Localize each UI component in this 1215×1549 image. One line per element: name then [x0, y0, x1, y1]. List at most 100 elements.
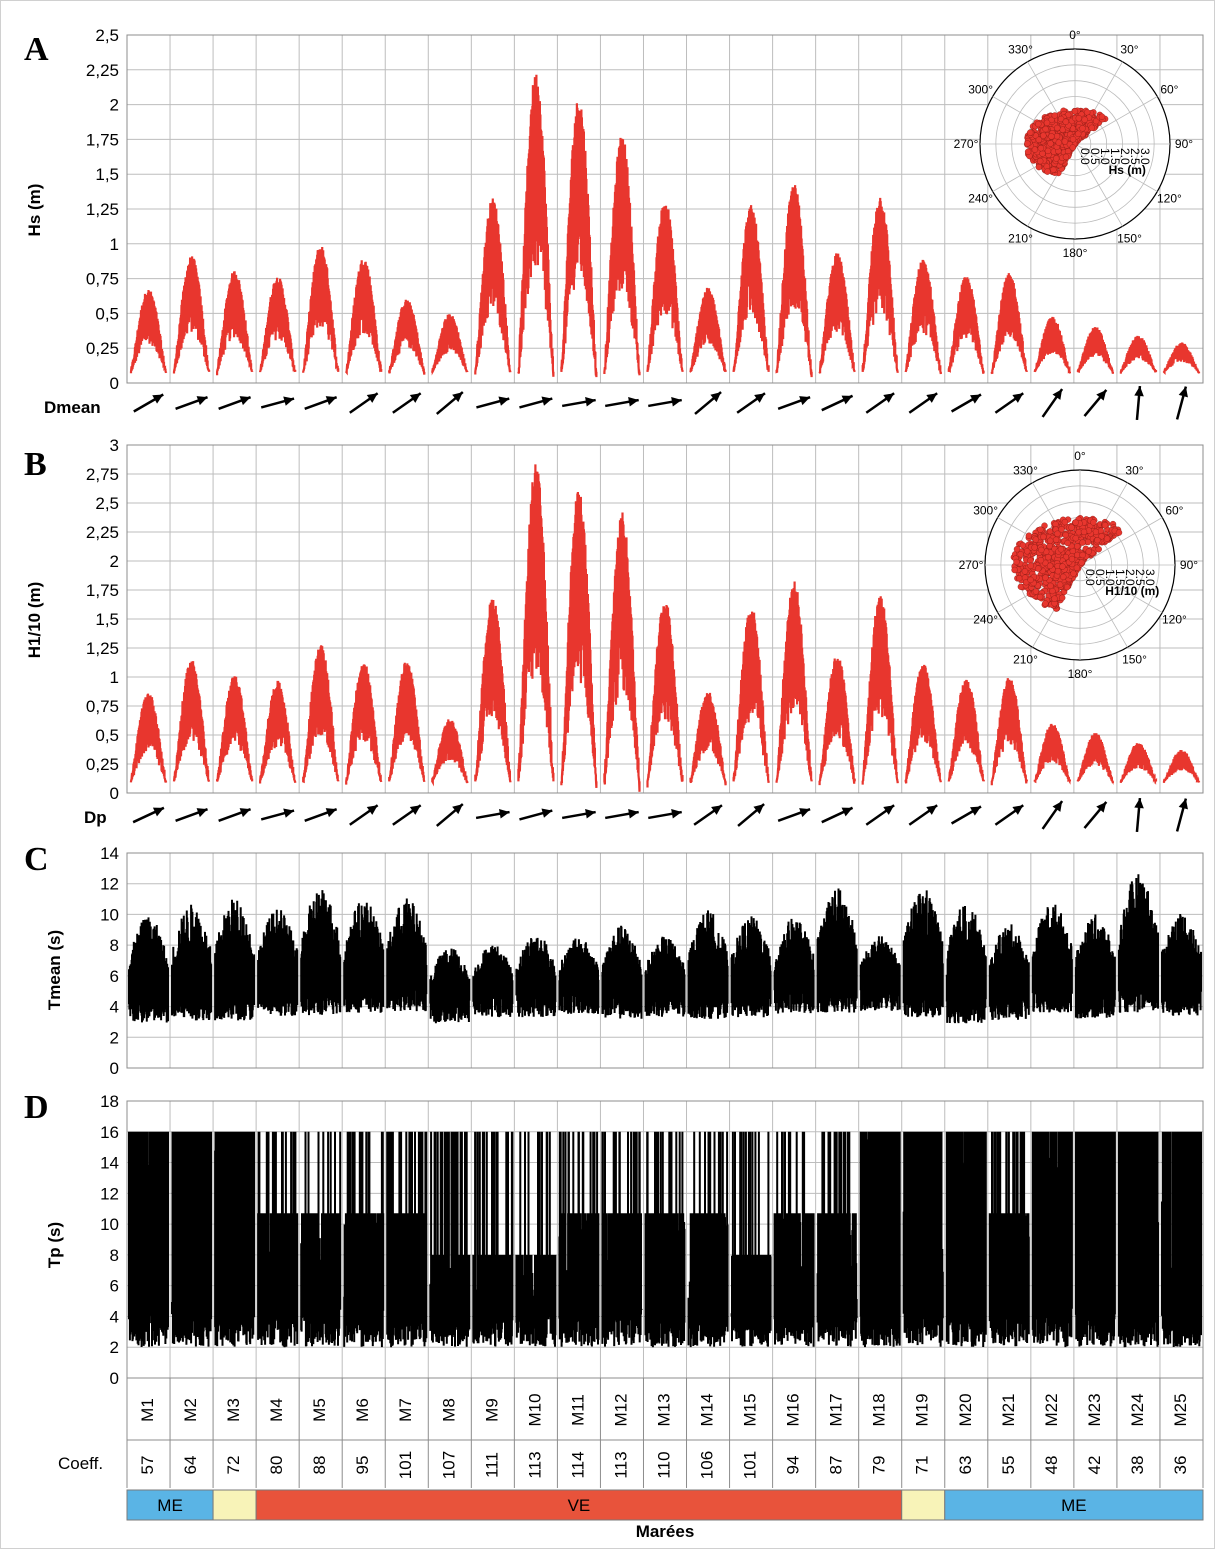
y-tick-label: 0,25: [86, 339, 119, 358]
direction-arrow: [865, 392, 895, 414]
polar-radial-label: 0.0: [1078, 148, 1092, 165]
tide-period-trace: [687, 1131, 729, 1348]
polar-point: [1047, 582, 1054, 590]
polar-point: [1038, 546, 1045, 554]
tide-coefficient-label: 64: [181, 1456, 200, 1475]
y-tick-label: 1,75: [86, 130, 119, 149]
grid-b: [126, 444, 1204, 794]
tide-wave-trace: [345, 664, 383, 785]
tide-period-trace: [902, 1131, 944, 1347]
direction-arrow: [349, 804, 379, 826]
polar-point: [1024, 148, 1032, 156]
direction-arrow: [821, 394, 854, 412]
tide-coefficient-label: 113: [525, 1451, 544, 1478]
tide-period-trace: [988, 924, 1030, 1020]
panel-letter-c: C: [24, 841, 49, 878]
tide-period-trace: [1074, 914, 1116, 1019]
tide-period-trace: [601, 925, 643, 1019]
polar-angle-label: 240°: [973, 613, 998, 627]
polar-angle-label: 210°: [1013, 652, 1038, 666]
polar-point: [1048, 116, 1055, 124]
polar-angle-label: 180°: [1063, 246, 1088, 260]
tide-coefficient-label: 42: [1085, 1456, 1104, 1475]
tide-wave-trace: [603, 137, 641, 376]
polar-inset-a: 0° 30° 60° 90° 120° 150° 180° 210° 240° 270° 300° 3…: [954, 28, 1194, 260]
polar-point: [1094, 537, 1101, 544]
direction-arrow: [1175, 798, 1188, 832]
tide-coefficient-label: 110: [654, 1451, 673, 1478]
polar-point: [1085, 548, 1093, 555]
tide-wave-trace: [818, 658, 856, 786]
polar-point: [1046, 562, 1054, 569]
direction-arrow: [908, 392, 938, 414]
tide-coefficient-label: 55: [999, 1456, 1018, 1475]
tide-band-label: ME: [1061, 1496, 1087, 1515]
tide-period-trace: [343, 1131, 385, 1348]
direction-arrow: [132, 806, 165, 824]
y-tick-label: 14: [100, 1154, 119, 1173]
polar-point: [1047, 140, 1054, 147]
polar-point: [1073, 564, 1081, 571]
y-tick-label: 3: [110, 436, 119, 455]
tide-coefficient-label: 107: [439, 1451, 458, 1479]
tide-coefficient-label: 57: [138, 1456, 157, 1475]
direction-arrow: [994, 804, 1024, 826]
polar-angle-label: 210°: [1008, 231, 1033, 245]
polar-point: [1079, 551, 1086, 559]
polar-point: [1040, 533, 1047, 541]
y-tick-label: 1,5: [95, 610, 119, 629]
polar-angle-label: 300°: [968, 83, 993, 97]
polar-point: [1101, 522, 1109, 529]
tide-name-label: M13: [654, 1393, 673, 1426]
tide-wave-trace: [1162, 749, 1201, 784]
polar-point: [1059, 563, 1066, 570]
y-ticks-a: 0 0,25 0,5 0,75 1 1,25 1,5 1,75 2 2,25 2,5: [86, 26, 119, 393]
tide-wave-trace: [517, 74, 555, 377]
tide-wave-trace: [689, 287, 727, 373]
direction-arrow: [476, 396, 510, 409]
polar-radial-label: 1.0: [1098, 148, 1112, 165]
direction-arrow: [561, 397, 596, 408]
polar-radial-label: 3.0: [1143, 569, 1157, 586]
tide-table: M1 57 M2 64 M3 72 M4 80 M5 88 M6 95 M7 101 M8 107 M9 111 M…: [126, 1377, 1204, 1488]
tide-name-label: M1: [138, 1398, 157, 1422]
polar-angle-label: 330°: [1013, 464, 1038, 478]
polar-spoke: [1079, 564, 1163, 613]
polar-angle-label: 180°: [1068, 667, 1093, 681]
polar-spoke: [1079, 517, 1163, 566]
tide-name-label: M5: [310, 1398, 329, 1422]
tide-period-trace: [257, 1131, 299, 1348]
polar-angle-label: 90°: [1180, 558, 1198, 572]
polar-angle-label: 270°: [954, 137, 979, 151]
y-axis-label-a: Hs (m): [25, 184, 44, 237]
polar-angle-label: 0°: [1074, 449, 1086, 463]
y-tick-label: 2: [110, 1028, 119, 1047]
polar-point: [1051, 112, 1059, 119]
polar-angle-label: 120°: [1157, 192, 1182, 206]
direction-arrow: [994, 392, 1024, 414]
tide-wave-trace: [861, 197, 899, 373]
polar-point: [1079, 539, 1086, 546]
y-tick-label: 2,25: [86, 523, 119, 542]
tide-wave-trace: [216, 676, 254, 782]
direction-arrow: [1083, 389, 1108, 417]
polar-axis-label: H1/10 (m): [1105, 584, 1159, 598]
y-tick-label: 1,25: [86, 639, 119, 658]
tide-name-label: M22: [1042, 1393, 1061, 1426]
y-axis-label-b: H1/10 (m): [25, 582, 44, 659]
direction-arrow: [605, 397, 639, 408]
direction-arrow: [435, 803, 464, 827]
direction-arrow: [648, 809, 682, 820]
polar-point: [1037, 144, 1045, 152]
tide-wave-trace: [560, 491, 598, 788]
tide-name-label: M18: [870, 1393, 889, 1426]
tide-period-trace: [558, 1131, 600, 1347]
polar-point: [1026, 129, 1034, 136]
polar-angle-label: 60°: [1165, 504, 1183, 518]
tide-wave-trace: [1119, 743, 1158, 786]
tide-period-trace: [730, 1131, 772, 1347]
polar-point: [1035, 163, 1043, 171]
polar-angle-label: 0°: [1069, 28, 1081, 42]
polar-point: [1019, 542, 1027, 549]
tide-wave-trace: [1033, 316, 1071, 374]
